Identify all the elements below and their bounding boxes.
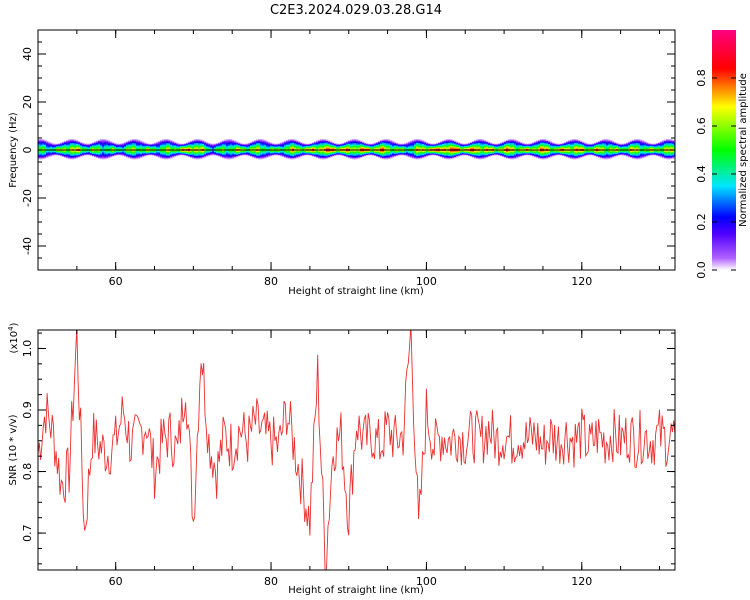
spectrogram-xlabel: Height of straight line (km) [288, 286, 424, 297]
snr-axes: 60 80 100 120 0.7 0.8 0.9 1.0 [21, 330, 675, 588]
x-tick-label: 80 [264, 275, 278, 288]
x-tick-label: 60 [109, 275, 123, 288]
spectrogram-axes: 60 80 100 120 -40 -20 0 20 40 [21, 29, 675, 288]
spectrogram-panel: 60 80 100 120 -40 -20 0 20 40 Height of straight… [8, 29, 676, 297]
x-tick-label: 100 [416, 275, 437, 288]
x-tick-label: 60 [109, 575, 123, 588]
colorbar-tick-label: 0.8 [695, 69, 708, 87]
snr-frame [37, 329, 676, 571]
x-tick-label: 80 [264, 575, 278, 588]
colorbar: 0.0 0.2 0.4 0.6 0.8 Normalized spectral ampl… [695, 30, 749, 279]
y-tick-label: -40 [21, 237, 34, 255]
snr-ylabel: SNR (10 * v/v) [8, 414, 19, 485]
y-tick-label: 0 [21, 147, 34, 154]
y-tick-label: 1.0 [21, 340, 34, 358]
colorbar-tick-label: 0.6 [695, 117, 708, 135]
snr-series-line [38, 330, 675, 570]
colorbar-tick-label: 0.0 [695, 261, 708, 279]
spectrogram-ylabel: Frequency (Hz) [8, 112, 19, 188]
colorbar-tick-label: 0.2 [695, 213, 708, 231]
y-tick-label: -20 [21, 189, 34, 207]
colorbar-label: Normalized spectral amplitude [738, 73, 749, 227]
x-tick-label: 100 [416, 575, 437, 588]
spectrogram-heatmap [38, 138, 675, 160]
y-tick-label: 0.8 [21, 463, 34, 481]
colorbar-gradient [712, 30, 736, 270]
snr-panel: 60 80 100 120 0.7 0.8 0.9 1.0 Height of straigh… [7, 322, 676, 596]
y-tick-label: 40 [21, 47, 34, 61]
y-tick-label: 0.7 [21, 524, 34, 542]
y-tick-label: 0.9 [21, 401, 34, 419]
snr-scale-label: (x104) [7, 322, 20, 353]
x-tick-label: 120 [571, 275, 592, 288]
figure-title: C2E3.2024.029.03.28.G14 [270, 3, 442, 18]
colorbar-tick-label: 0.4 [695, 165, 708, 183]
y-tick-label: 20 [21, 95, 34, 109]
colorbar-ticks: 0.0 0.2 0.4 0.6 0.8 [695, 69, 736, 279]
snr-xlabel: Height of straight line (km) [288, 585, 424, 596]
x-tick-label: 120 [571, 575, 592, 588]
